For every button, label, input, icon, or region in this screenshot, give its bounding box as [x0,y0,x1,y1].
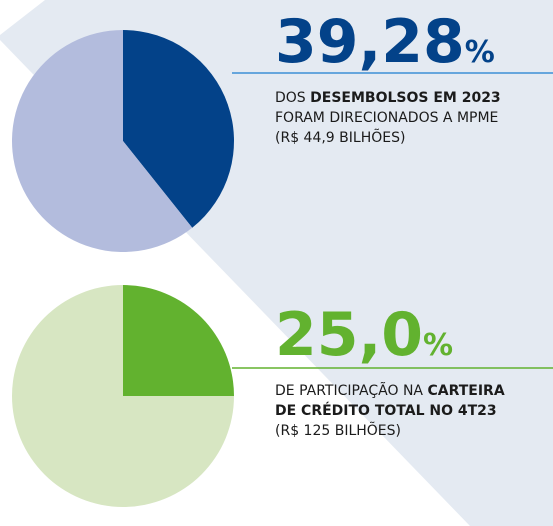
caption-run: DE PARTICIPAÇÃO NA [275,382,427,399]
caption-line: (R$ 44,9 BILHÕES) [275,129,405,146]
caption-line: FORAM DIRECIONADOS A MPME [275,110,498,126]
value-unit: % [423,328,453,363]
caption-run: CARTEIRA [427,383,504,399]
value-unit: % [465,35,495,70]
caption-line: DE PARTICIPAÇÃO NA CARTEIRA [275,382,505,399]
highlight-value: 25,0% [275,300,453,370]
value-number: 25,0 [275,300,423,370]
caption-run: DESEMBOLSOS EM 2023 [310,90,501,106]
highlight-value: 39,28% [275,7,495,77]
caption-run: FORAM DIRECIONADOS A MPME [275,110,498,126]
caption-line: (R$ 125 BILHÕES) [275,422,401,439]
pie-slice [123,30,235,228]
value-number: 39,28 [275,7,465,77]
caption-run: DOS [275,90,310,106]
caption-run: (R$ 44,9 BILHÕES) [275,129,405,146]
pie-slice [123,285,234,396]
caption-line: DE CRÉDITO TOTAL NO 4T23 [275,402,497,419]
pie-slice [12,285,234,507]
caption-run: (R$ 125 BILHÕES) [275,422,401,439]
pie-slice [12,30,193,253]
caption-run: DE CRÉDITO TOTAL NO 4T23 [275,402,497,419]
caption-line: DOS DESEMBOLSOS EM 2023 [275,90,501,106]
